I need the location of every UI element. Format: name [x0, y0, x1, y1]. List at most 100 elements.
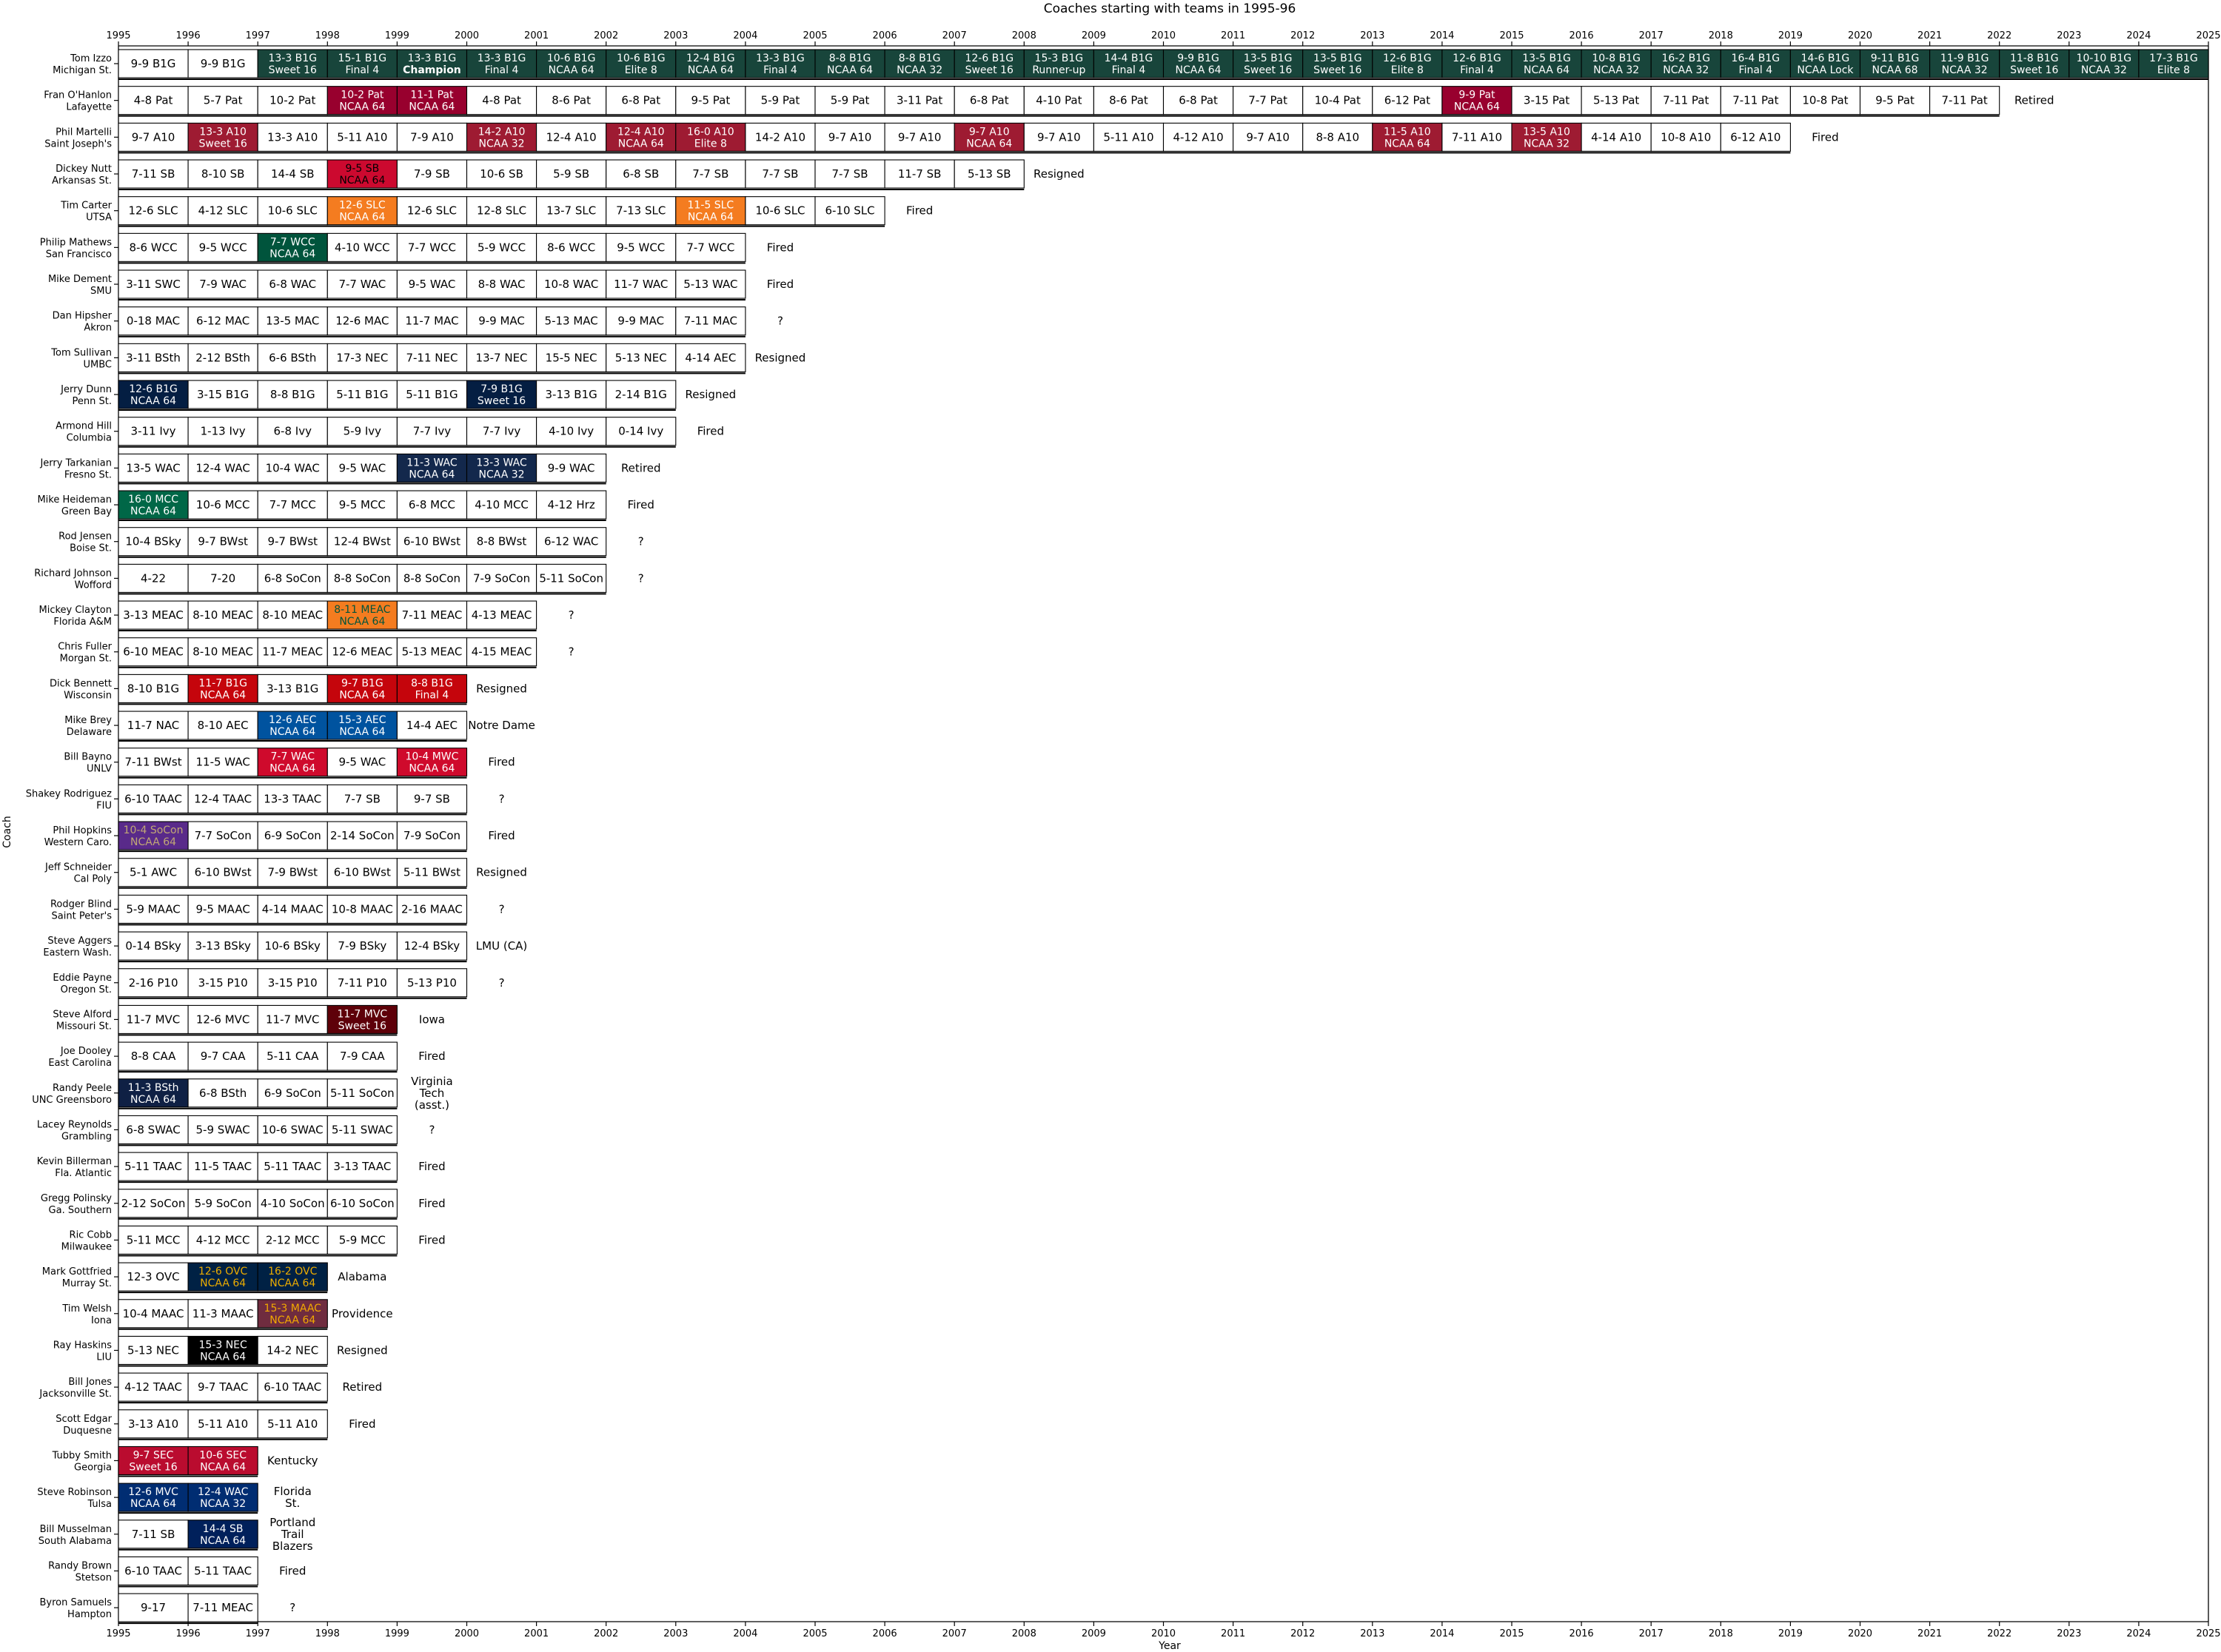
- season-result: NCAA 64: [409, 101, 455, 113]
- season-record: 7-11 Pat: [1663, 94, 1709, 107]
- season-box: [326, 968, 398, 998]
- season-box: [187, 894, 258, 924]
- season-cell: 4-12 TAAC: [118, 1372, 189, 1402]
- season-cell: 4-10 Pat: [1023, 86, 1094, 115]
- season-box: [396, 711, 468, 740]
- season-box: [1162, 49, 1234, 78]
- season-record: 7-11 SB: [132, 167, 175, 181]
- season-box: [1023, 122, 1094, 152]
- coach-name: Tom Sullivan: [50, 347, 112, 358]
- season-cell: 8-6 WCC: [536, 232, 607, 262]
- season-result: NCAA 64: [1176, 64, 1222, 76]
- season-record: 6-12 A10: [1730, 130, 1781, 144]
- season-box: [396, 343, 468, 372]
- coach-name: Dickey Nutt: [56, 164, 112, 175]
- season-cell: 11-7 MVC: [118, 1004, 189, 1034]
- season-cell: 11-5 TAAC: [187, 1152, 258, 1181]
- season-box: [396, 86, 468, 115]
- season-box: [1859, 49, 1931, 78]
- coach-name: Tubby Smith: [52, 1450, 112, 1461]
- season-record: 2-12 MCC: [266, 1233, 320, 1246]
- coach-name: Philip Mathews: [40, 237, 112, 248]
- season-cell: 7-13 SLC: [606, 196, 677, 226]
- season-result: Sweet 16: [198, 138, 247, 150]
- season-record: 6-8 SoCon: [264, 571, 321, 585]
- season-record: 7-13 SLC: [616, 204, 666, 218]
- season-cell: 12-3 OVC: [118, 1262, 189, 1292]
- season-record: 13-5 MAC: [266, 315, 319, 328]
- season-cell: 8-6 WCC: [118, 232, 189, 262]
- x-tick-label-top: 2002: [594, 30, 618, 41]
- season-record: 8-8 B1G: [899, 53, 941, 64]
- season-record: 11-9 B1G: [1940, 53, 1989, 64]
- season-record: 12-6 B1G: [1383, 53, 1432, 64]
- season-record: 15-3 AEC: [338, 714, 386, 726]
- season-record: 13-3 TAAC: [264, 792, 321, 805]
- season-cell: 6-8 BSth: [187, 1078, 258, 1108]
- season-cell: 13-3 A10: [257, 122, 328, 152]
- season-box: [118, 563, 189, 593]
- x-tick-label-top: 2008: [1012, 30, 1036, 41]
- season-box: [257, 674, 328, 703]
- season-record: 5-9 Pat: [761, 94, 800, 107]
- season-record: 7-7 SB: [692, 167, 728, 181]
- season-box: [675, 122, 746, 152]
- season-cell: 10-6 SLC: [745, 196, 816, 226]
- season-box: [257, 1299, 328, 1329]
- season-box: [606, 380, 677, 409]
- season-result: NCAA 64: [130, 1094, 176, 1106]
- x-tick-label-top: 2010: [1151, 30, 1176, 41]
- season-box: [536, 453, 607, 483]
- x-tick-label-bottom: 2014: [1430, 1628, 1454, 1639]
- season-cell: 9-5 WCC: [187, 232, 258, 262]
- season-record: 5-11 A10: [198, 1417, 248, 1431]
- season-record: 7-7 Pat: [1248, 94, 1287, 107]
- season-cell: 12-6 MEAC: [326, 637, 398, 667]
- season-record: 6-12 WAC: [544, 535, 598, 548]
- season-cell: 2-14 SoCon: [326, 821, 398, 850]
- x-tick-label-bottom: 2013: [1360, 1628, 1384, 1639]
- season-record: 7-9 SoCon: [403, 829, 460, 842]
- team-name: Hampton: [67, 1609, 112, 1620]
- coach-name: Richard Johnson: [34, 568, 112, 579]
- season-cell: 5-11 BWst: [396, 858, 468, 887]
- season-record: 4-8 Pat: [134, 94, 173, 107]
- season-record: 7-7 SB: [344, 792, 381, 805]
- season-record: 3-11 Ivy: [131, 425, 176, 438]
- season-box: [536, 159, 607, 189]
- season-record: 12-8 SLC: [477, 204, 526, 218]
- season-box: [118, 858, 189, 887]
- season-box: [536, 122, 607, 152]
- season-box: [118, 306, 189, 336]
- season-result: Final 4: [346, 64, 380, 76]
- season-cell: 14-4 SB: [257, 159, 328, 189]
- season-record: 4-22: [141, 571, 166, 585]
- season-box: [1511, 122, 1582, 152]
- season-cell: 7-7 SB: [814, 159, 885, 189]
- season-cell: 6-10 MEAC: [118, 637, 189, 667]
- season-box: [2138, 49, 2209, 78]
- season-cell: 11-7 MVC: [257, 1004, 328, 1034]
- x-tick-label-top: 1998: [315, 30, 340, 41]
- season-record: 12-6 B1G: [965, 53, 1014, 64]
- season-record: 15-5 NEC: [546, 351, 597, 364]
- season-cell: 14-2 NEC: [257, 1335, 328, 1365]
- season-box: [326, 159, 398, 189]
- season-box: [536, 196, 607, 226]
- team-name: FIU: [96, 800, 112, 811]
- season-box: [954, 86, 1025, 115]
- tenure-outcome: Resigned: [755, 351, 806, 364]
- season-record: 12-6 SLC: [339, 200, 386, 212]
- season-cell: 5-13 NEC: [606, 343, 677, 372]
- season-record: 9-5 Pat: [691, 94, 730, 107]
- season-cell: 10-8 WAC: [536, 269, 607, 299]
- season-record: 5-11 A10: [267, 1417, 318, 1431]
- season-cell: 2-12 MCC: [257, 1225, 328, 1255]
- season-record: 13-7 NEC: [476, 351, 528, 364]
- season-record: 7-11 MEAC: [402, 608, 463, 622]
- season-cell: 6-10 SLC: [814, 196, 885, 226]
- season-cell: 7-11 P10: [326, 968, 398, 998]
- season-record: 5-9 SWAC: [196, 1123, 250, 1136]
